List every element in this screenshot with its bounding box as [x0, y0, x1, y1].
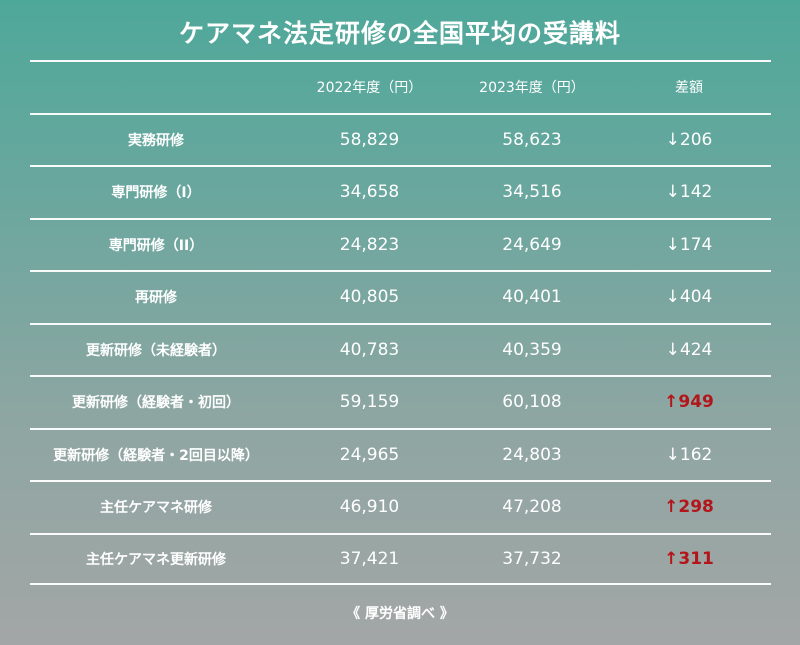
row-2023-value: 24,803 — [502, 444, 562, 465]
row-diff-value: ↓174 — [665, 234, 713, 255]
row-2022-value: 24,823 — [339, 234, 400, 255]
row-name: 専門研修（II） — [108, 237, 204, 254]
table-row: 専門研修（I） 34,658 34,516 ↓142 — [30, 165, 771, 218]
source-note: 《 厚労省調べ 》 — [346, 606, 454, 622]
row-2022-value: 40,783 — [339, 339, 400, 360]
fee-table: 2022年度（円） 2023年度（円） 差額 実務研修 58,829 58,62… — [30, 60, 771, 585]
row-2022-value: 37,421 — [339, 548, 400, 569]
header-2023: 2023年度（円） — [479, 80, 585, 97]
table-row: 専門研修（II） 24,823 24,649 ↓174 — [30, 217, 771, 271]
row-2023-value: 40,359 — [502, 339, 562, 360]
row-2022-value: 34,658 — [339, 182, 400, 203]
row-name: 更新研修（経験者・初回） — [72, 395, 240, 412]
row-2023-value: 58,623 — [502, 129, 562, 150]
row-diff-value: ↓404 — [665, 287, 713, 308]
row-diff-value: ↑949 — [664, 392, 714, 413]
row-name: 再研修 — [135, 290, 177, 307]
row-diff-value: ↓424 — [665, 339, 713, 360]
table-row: 主任ケアマネ研修 46,910 47,208 ↑298 — [30, 480, 771, 533]
row-2023-value: 24,649 — [502, 234, 562, 255]
row-name: 実務研修 — [128, 132, 184, 149]
row-name: 専門研修（I） — [111, 185, 201, 202]
row-diff-value: ↓162 — [665, 444, 713, 465]
header-diff: 差額 — [675, 80, 703, 97]
row-2022-value: 40,805 — [339, 287, 400, 308]
table-row: 更新研修（経験者・2回目以降） 24,965 24,803 ↓162 — [30, 427, 771, 481]
row-name: 主任ケアマネ更新研修 — [86, 551, 226, 568]
table-row: 更新研修（経験者・初回） 59,159 60,108 ↑949 — [30, 375, 771, 428]
row-name: 主任ケアマネ研修 — [100, 500, 212, 517]
table-row: 再研修 40,805 40,401 ↓404 — [30, 270, 771, 323]
page-title: ケアマネ法定研修の全国平均の受講料 — [178, 19, 621, 48]
table-row: 実務研修 58,829 58,623 ↓206 — [30, 112, 771, 166]
table-header-row: 2022年度（円） 2023年度（円） 差額 — [30, 60, 771, 113]
row-diff-value: ↑311 — [664, 548, 714, 569]
row-2022-value: 58,829 — [339, 129, 400, 150]
row-diff-value: ↓142 — [665, 182, 713, 203]
row-2023-value: 40,401 — [502, 287, 562, 308]
row-2023-value: 47,208 — [502, 497, 562, 518]
row-2022-value: 59,159 — [339, 392, 400, 413]
row-2023-value: 37,732 — [502, 548, 562, 569]
table-row: 主任ケアマネ更新研修 37,421 37,732 ↑311 — [30, 532, 771, 585]
row-2023-value: 34,516 — [502, 182, 562, 203]
row-2023-value: 60,108 — [502, 392, 562, 413]
row-diff-value: ↑298 — [664, 497, 714, 518]
table-row: 更新研修（未経験者） 40,783 40,359 ↓424 — [30, 322, 771, 376]
row-diff-value: ↓206 — [665, 129, 713, 150]
row-2022-value: 46,910 — [339, 497, 400, 518]
header-2022: 2022年度（円） — [316, 80, 423, 97]
row-name: 更新研修（未経験者） — [86, 342, 226, 359]
row-2022-value: 24,965 — [339, 444, 400, 465]
row-name: 更新研修（経験者・2回目以降） — [53, 447, 259, 464]
